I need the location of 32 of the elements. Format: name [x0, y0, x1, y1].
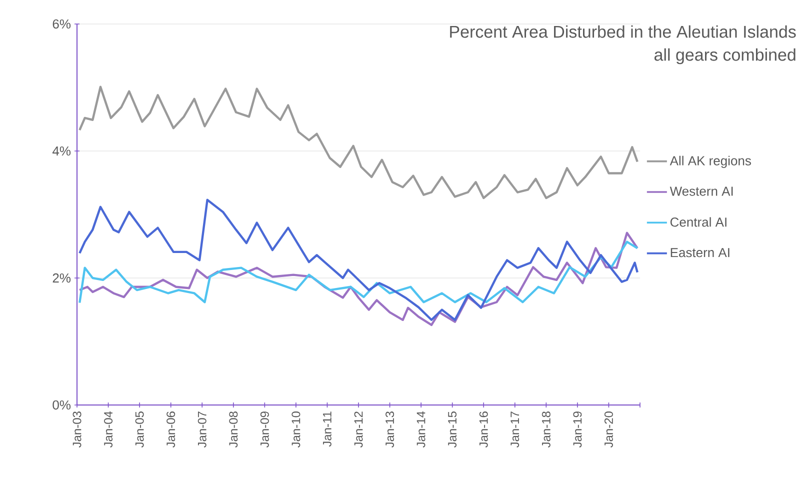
y-tick-label: 0%	[52, 400, 71, 410]
x-tick-label: Jan-17	[510, 412, 520, 448]
legend-label: Eastern AI	[670, 248, 730, 258]
x-tick-label: Jan-16	[479, 412, 488, 448]
line-series	[78, 232, 638, 326]
y-tick-label: 6%	[52, 19, 71, 29]
x-tick-label: Jan-08	[229, 412, 238, 448]
x-tick-label: Jan-09	[260, 412, 269, 448]
x-tick-label: Jan-03	[72, 412, 82, 448]
x-tick-label: Jan-13	[386, 412, 394, 448]
x-tick-label: Jan-15	[448, 412, 457, 448]
line-series	[78, 240, 638, 304]
x-tick-label: Jan-20	[604, 411, 613, 448]
x-tick-label: Jan-05	[135, 412, 144, 448]
x-tick-label: Jan-19	[573, 412, 582, 448]
line-series	[78, 86, 638, 200]
x-tick-label: Jan-07	[198, 412, 206, 448]
x-tick-label: Jan-14	[416, 411, 426, 448]
x-tick-label: Jan-04	[104, 411, 113, 448]
x-tick-label: Jan-18	[542, 412, 550, 448]
line-series	[78, 198, 638, 321]
legend-label: All AK regions	[670, 156, 751, 168]
chart-title: Percent Area Disturbed in the Aleutian Islands	[450, 25, 796, 38]
x-tick-label: Jan-10	[292, 411, 300, 448]
legend-label: Central AI	[670, 217, 726, 227]
x-tick-label: Jan-11	[323, 412, 332, 447]
text: all gears combined	[654, 48, 796, 64]
x-tick-label: Jan-12	[354, 412, 363, 448]
y-tick-label: 4%	[52, 146, 71, 156]
legend-label: Western AI	[670, 186, 733, 196]
y-tick-label: 2%	[52, 273, 71, 283]
x-tick-label: Jan-06	[166, 412, 176, 448]
